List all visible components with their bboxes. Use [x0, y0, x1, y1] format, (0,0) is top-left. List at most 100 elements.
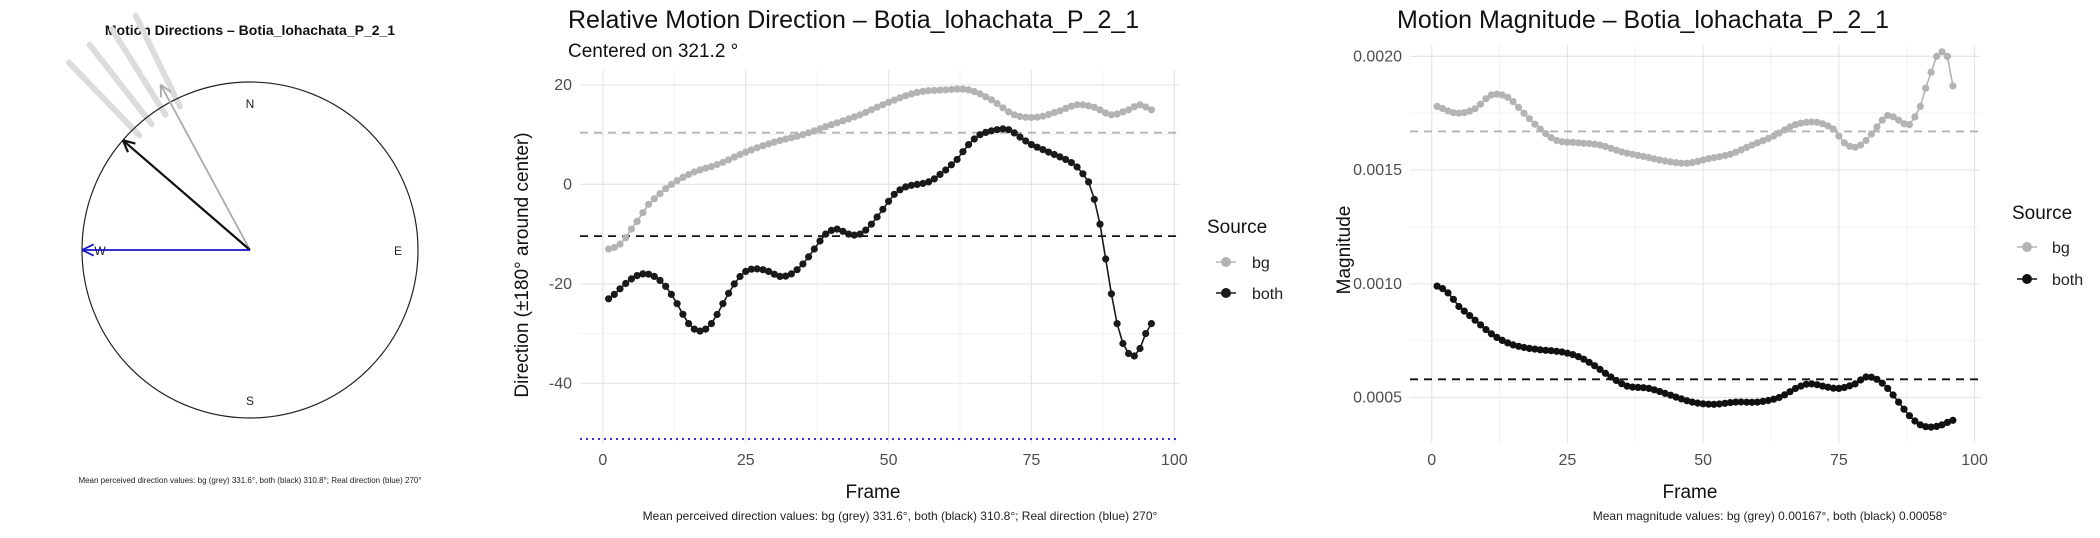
- dir-point-bg: [896, 94, 904, 102]
- mag-point-both: [1531, 345, 1539, 353]
- mag-point-bg: [1721, 152, 1729, 160]
- mag-point-both: [1824, 383, 1832, 391]
- mag-point-bg: [1618, 148, 1626, 156]
- mag-point-bg: [1623, 149, 1631, 157]
- dir-point-bg: [696, 166, 704, 174]
- dir-point-bg: [610, 243, 618, 252]
- mag-point-both: [1569, 351, 1577, 359]
- dir-point-both: [719, 300, 727, 308]
- mag-point-both: [1607, 373, 1615, 381]
- mag-point-bg: [1770, 132, 1778, 140]
- dir-point-both: [753, 265, 761, 273]
- dir-point-both: [1045, 148, 1053, 156]
- dir-point-bg: [645, 200, 653, 208]
- mag-point-bg: [1569, 138, 1577, 146]
- direction-series: [605, 85, 1155, 360]
- compass-faint-trace-2: [109, 26, 169, 118]
- dir-point-both: [827, 226, 835, 234]
- mag-point-bg: [1520, 109, 1528, 117]
- magnitude-xlabel: Frame: [1663, 482, 1718, 503]
- mag-point-bg: [1580, 139, 1588, 147]
- dir-point-bg: [753, 144, 761, 152]
- mag-xtick-label: 100: [1961, 452, 1988, 469]
- mag-point-both: [1536, 346, 1544, 354]
- dir-xtick-label: 25: [737, 452, 755, 469]
- mag-point-bg: [1715, 153, 1723, 161]
- mag-point-both: [1786, 388, 1794, 396]
- mag-point-both: [1770, 395, 1778, 403]
- dir-point-bg: [936, 86, 944, 94]
- direction-caption: Mean perceived direction values: bg (gre…: [643, 509, 1158, 523]
- dir-point-both: [1062, 155, 1070, 164]
- mag-point-bg: [1922, 84, 1930, 92]
- dir-point-bg: [867, 106, 875, 114]
- mag-point-bg: [1477, 100, 1485, 108]
- direction-legend-both-label: both: [1252, 286, 1283, 303]
- mag-point-both: [1498, 336, 1506, 344]
- magnitude-grid: [1410, 45, 1980, 443]
- dir-point-bg: [1102, 109, 1110, 117]
- mag-point-bg: [1835, 132, 1843, 140]
- dir-point-both: [913, 180, 921, 188]
- mag-point-bg: [1688, 159, 1696, 167]
- mag-point-both: [1922, 423, 1930, 431]
- mag-point-bg: [1661, 157, 1669, 165]
- mag-point-bg: [1889, 113, 1897, 121]
- mag-point-bg: [1710, 154, 1718, 162]
- compass-arrows: [81, 83, 251, 257]
- magnitude-caption: Mean magnitude values: bg (grey) 0.00167…: [1593, 509, 1948, 523]
- mag-point-both: [1813, 381, 1821, 389]
- mag-point-bg: [1471, 105, 1479, 113]
- mag-point-both: [1542, 346, 1550, 354]
- dir-point-both: [776, 272, 784, 280]
- mag-point-bg: [1449, 109, 1457, 117]
- direction-legend: Source bg both: [1207, 217, 1283, 303]
- mag-point-both: [1612, 376, 1620, 385]
- dir-point-both: [987, 127, 995, 135]
- mag-point-both: [1759, 397, 1767, 405]
- mag-point-bg: [1802, 118, 1810, 126]
- dir-point-bg: [976, 90, 984, 98]
- mag-point-bg: [1498, 91, 1506, 99]
- dir-point-bg: [776, 136, 784, 145]
- dir-point-bg: [907, 90, 915, 98]
- dir-point-bg: [953, 85, 961, 93]
- mag-point-bg: [1525, 115, 1533, 123]
- mag-point-bg: [1650, 155, 1658, 163]
- mag-point-both: [1471, 316, 1479, 324]
- mag-point-both: [1873, 375, 1881, 383]
- mag-point-both: [1656, 387, 1664, 396]
- dir-point-both: [627, 275, 635, 283]
- dir-point-both: [1113, 320, 1121, 328]
- dir-point-bg: [662, 185, 670, 193]
- dir-point-bg: [702, 164, 710, 172]
- dir-point-both: [925, 178, 933, 186]
- mag-point-both: [1591, 362, 1599, 370]
- mag-point-bg: [1840, 139, 1848, 147]
- mag-point-bg: [1531, 120, 1539, 128]
- direction-legend-both-point: [1221, 288, 1231, 298]
- dir-point-both: [993, 126, 1001, 134]
- mag-point-both: [1743, 398, 1751, 406]
- dir-point-bg: [1056, 107, 1064, 115]
- dir-point-bg: [707, 163, 715, 171]
- mag-xtick-label: 0: [1427, 452, 1436, 469]
- magnitude-ylabel: Magnitude: [1334, 206, 1355, 295]
- mag-point-bg: [1916, 102, 1924, 110]
- mag-point-bg: [1536, 125, 1544, 133]
- dir-point-both: [770, 270, 778, 278]
- mag-point-bg: [1884, 111, 1892, 120]
- mag-point-both: [1677, 395, 1685, 403]
- dir-point-bg: [982, 93, 990, 101]
- dir-point-both: [1079, 170, 1087, 178]
- dir-point-bg: [1010, 111, 1018, 119]
- dir-point-bg: [1062, 104, 1070, 112]
- mag-point-bg: [1639, 152, 1647, 160]
- dir-point-both: [942, 166, 950, 174]
- mag-point-both: [1449, 295, 1457, 303]
- dir-point-bg: [725, 156, 733, 164]
- mag-point-bg: [1873, 123, 1881, 131]
- mag-point-both: [1721, 399, 1729, 407]
- dir-point-both: [1005, 126, 1013, 134]
- mag-point-bg: [1759, 137, 1767, 145]
